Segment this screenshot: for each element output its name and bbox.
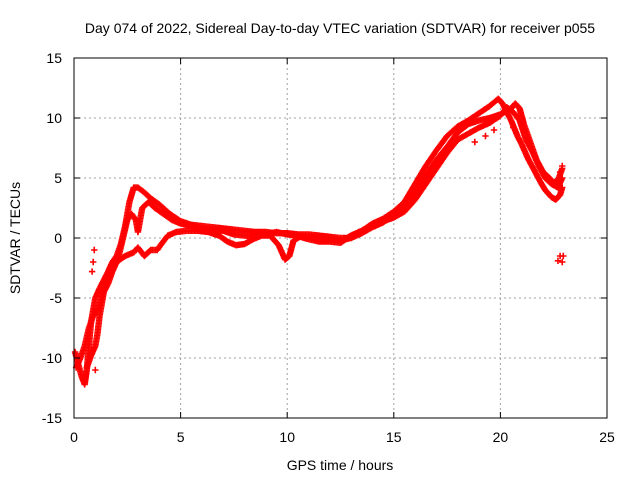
x-tick-label-0: 0 bbox=[70, 429, 78, 445]
y-axis-ticks: -15 -10 -5 0 5 10 15 bbox=[42, 50, 607, 426]
x-axis-label: GPS time / hours bbox=[287, 457, 394, 473]
outlier-point-4 bbox=[471, 138, 479, 146]
x-axis-ticks: 0 5 10 15 20 25 bbox=[70, 58, 615, 445]
x-tick-label-5: 5 bbox=[177, 429, 185, 445]
outlier-point-12 bbox=[556, 168, 564, 176]
track-c-point-476 bbox=[559, 174, 566, 182]
y-tick-label--15: -15 bbox=[42, 410, 62, 426]
chart-title: Day 074 of 2022, Sidereal Day-to-day VTE… bbox=[85, 20, 595, 36]
y-axis-label: SDTVAR / TECUs bbox=[7, 182, 23, 294]
outlier-point-6 bbox=[490, 126, 498, 134]
y-tick-label-0: 0 bbox=[54, 230, 62, 246]
x-tick-label-15: 15 bbox=[386, 429, 402, 445]
outlier-point-2 bbox=[88, 268, 96, 275]
outlier-point-9 bbox=[559, 258, 566, 266]
outlier-point-7 bbox=[509, 124, 517, 131]
outlier-point-5 bbox=[482, 132, 489, 140]
outlier-point-13 bbox=[559, 162, 566, 170]
outlier-point-3 bbox=[92, 366, 99, 374]
outlier-point-1 bbox=[89, 258, 97, 266]
x-tick-label-10: 10 bbox=[279, 429, 295, 445]
y-tick-label--5: -5 bbox=[50, 290, 63, 306]
y-tick-label--10: -10 bbox=[42, 350, 62, 366]
outlier-point-0 bbox=[91, 246, 98, 254]
data-points bbox=[71, 95, 567, 388]
outlier-point-11 bbox=[560, 252, 567, 260]
outlier-point-10 bbox=[554, 257, 562, 264]
y-tick-label-15: 15 bbox=[46, 50, 62, 66]
x-tick-label-20: 20 bbox=[493, 429, 509, 445]
x-tick-label-25: 25 bbox=[599, 429, 615, 445]
y-tick-label-10: 10 bbox=[46, 110, 62, 126]
y-tick-label-5: 5 bbox=[54, 170, 62, 186]
